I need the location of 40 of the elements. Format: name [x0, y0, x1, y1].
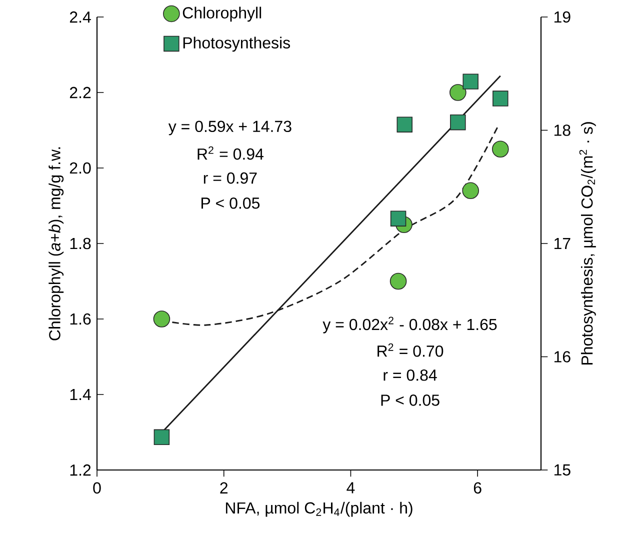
point: [390, 210, 406, 226]
legend-label: Photosynthesis: [183, 36, 290, 52]
x-tick-label: 4: [346, 482, 355, 494]
point: [450, 84, 466, 101]
point: [450, 114, 466, 130]
point: [462, 74, 478, 90]
annotation: y = 0.02x$^{2}$ - 0.08x + 1.65: [322, 316, 497, 334]
y-tick-label: 2.2: [70, 86, 91, 98]
y2-tick-label: 17: [554, 238, 570, 250]
annotation: P < 0.05: [381, 394, 440, 406]
y-tick-label: 1.6: [70, 313, 91, 325]
point: [462, 182, 479, 200]
y2-tick-label: 18: [554, 124, 570, 136]
legend-label: Chlorophyll: [182, 6, 262, 22]
point: [396, 116, 412, 132]
x-axis-title: NFA, µmol C$_{2}$H$_{4}$/(plant · h): [226, 502, 412, 517]
y-tick-label: 2.4: [70, 11, 91, 23]
x-tick-label: 0: [93, 482, 101, 494]
x-tick-label: 2: [220, 482, 228, 494]
y-tick-label: 2.0: [70, 162, 91, 174]
y-tick-label: 1.8: [70, 238, 91, 250]
point: [390, 272, 407, 290]
y-tick-label: 1.4: [70, 389, 91, 400]
annotation: r = 0.97: [204, 172, 257, 184]
point: [492, 140, 509, 158]
annotation: r = 0.84: [384, 369, 437, 381]
annotation: P < 0.05: [201, 197, 260, 209]
y2-tick-label: 15: [554, 464, 570, 476]
annotation: R$^{2}$ = 0.70: [378, 343, 444, 357]
y-tick-label: 1.2: [70, 464, 91, 476]
y2-axis-title: Photosynthesis, µmol CO$_{2}$/(m$^{2}$ · s): [579, 122, 596, 365]
y-axis-title: Chlorophyll (a+b), mg/g f.w.: [48, 147, 64, 340]
y2-tick-label: 19: [554, 11, 570, 23]
point: [153, 310, 170, 328]
point: [492, 90, 508, 106]
annotation: R$^{2}$ = 0.94: [198, 146, 264, 160]
annotation: y = 0.59x + 14.73: [168, 120, 292, 136]
point: [154, 429, 170, 446]
y2-tick-label: 16: [554, 351, 570, 362]
x-tick-label: 6: [474, 482, 482, 494]
